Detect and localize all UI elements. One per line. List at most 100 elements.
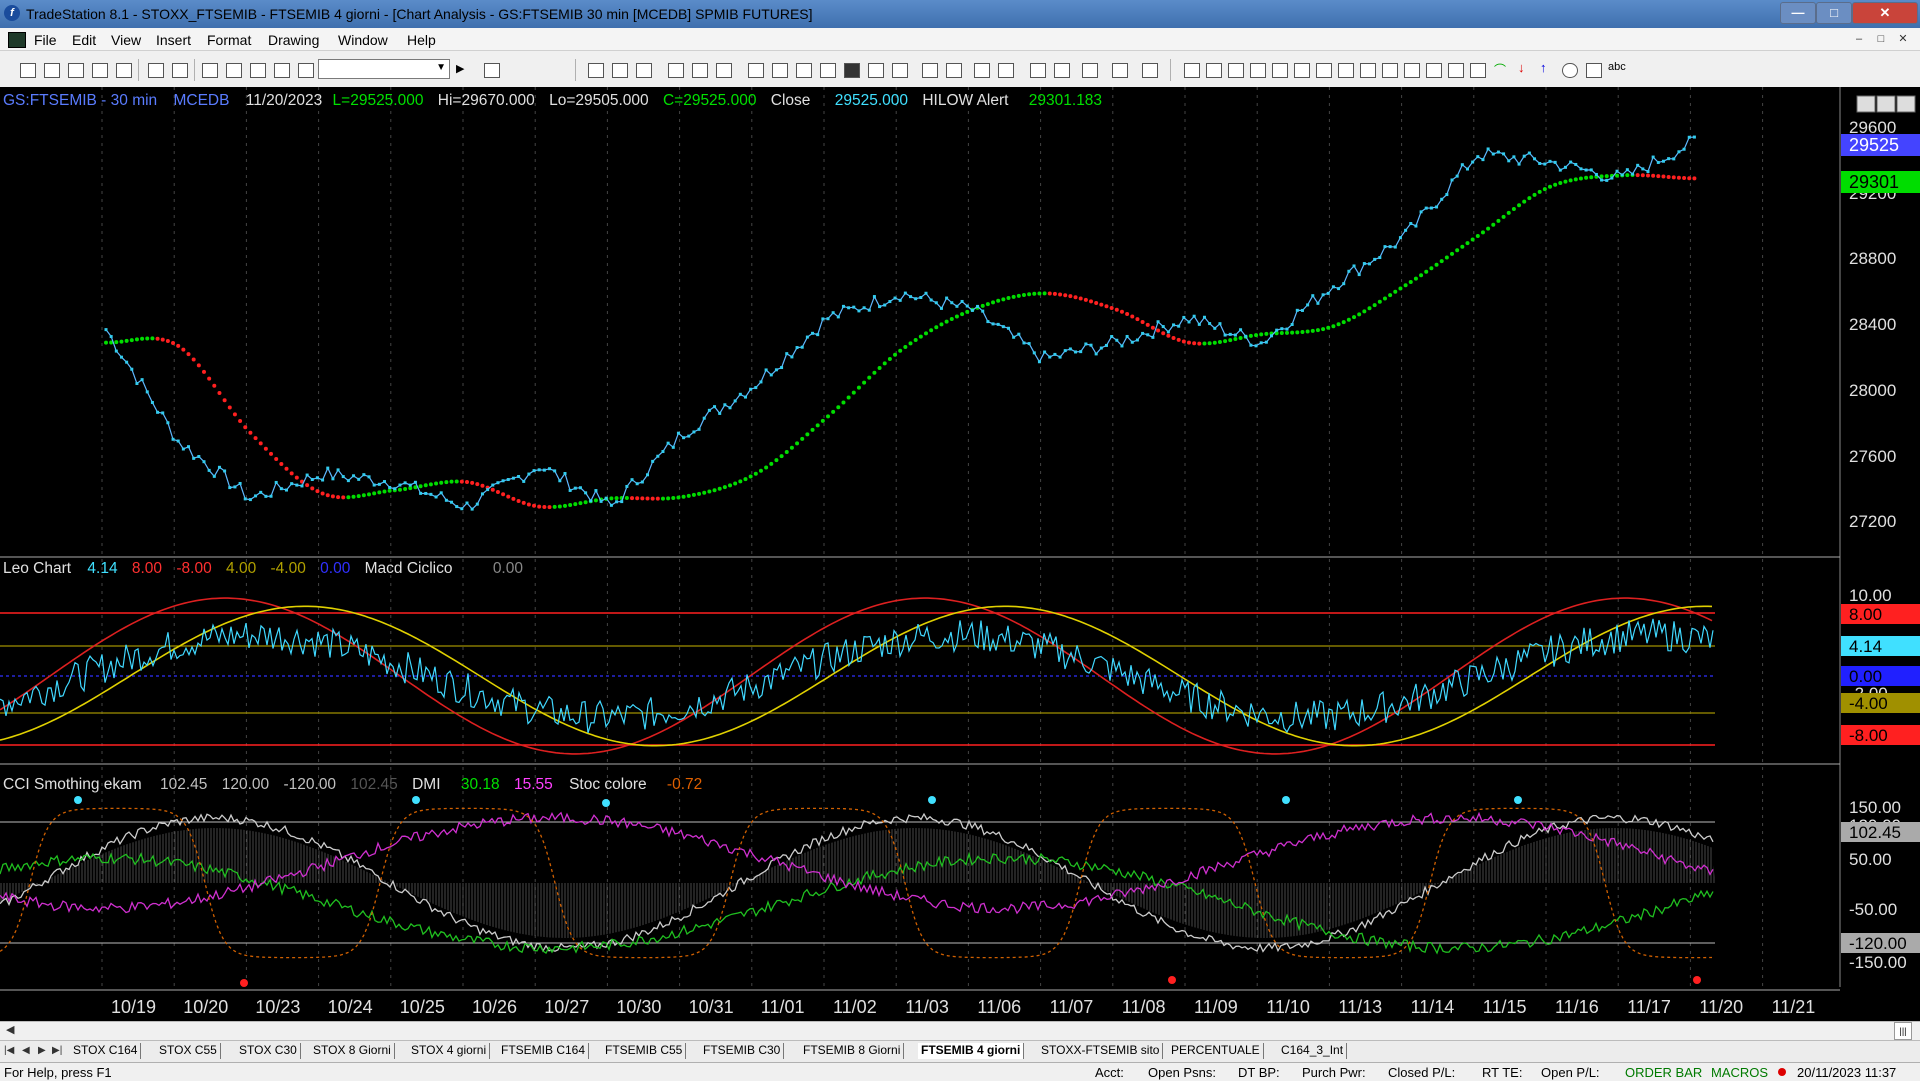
curve-icon[interactable]: ⌒ — [1494, 63, 1507, 77]
tab-ftsemib-4-giorni[interactable]: FTSEMIB 4 giorni — [918, 1043, 1025, 1059]
menu-edit[interactable]: Edit — [72, 32, 97, 48]
pane-close-button[interactable] — [1896, 95, 1916, 113]
minimize-button[interactable]: — — [1780, 2, 1816, 24]
tile-icon[interactable] — [226, 63, 242, 78]
fib-icon[interactable] — [1250, 63, 1266, 78]
matrix-icon[interactable] — [636, 63, 652, 78]
new-window-icon[interactable] — [92, 63, 108, 78]
menu-insert[interactable]: Insert — [156, 32, 192, 48]
pane-minimize-button[interactable] — [1856, 95, 1876, 113]
horizontal-scrollbar[interactable]: ◀ ||| — [0, 1021, 1920, 1040]
mdi-close-button[interactable]: ✕ — [1898, 33, 1908, 45]
tab-stox-8-giorni[interactable]: STOX 8 Giorni — [310, 1043, 395, 1059]
channel-icon[interactable] — [1404, 63, 1420, 78]
tools-icon[interactable] — [1082, 63, 1098, 78]
order-icon[interactable] — [1112, 63, 1128, 78]
print-preview-icon[interactable] — [148, 63, 164, 78]
scroll-right-icon[interactable]: ||| — [1894, 1022, 1912, 1040]
regression-icon[interactable] — [1426, 63, 1442, 78]
vertical-lines-icon[interactable] — [1206, 63, 1222, 78]
fib-time-icon[interactable] — [1316, 63, 1332, 78]
candle-icon[interactable] — [868, 63, 884, 78]
find-icon[interactable] — [484, 63, 500, 78]
format-icon[interactable] — [716, 63, 732, 78]
tab-percentuale[interactable]: PERCENTUALE — [1168, 1043, 1264, 1059]
radar-icon[interactable] — [612, 63, 628, 78]
paintbar-icon[interactable] — [820, 63, 836, 78]
down-arrow-icon[interactable]: ↓ — [1518, 60, 1525, 75]
mdi-minimize-button[interactable]: – — [1855, 33, 1863, 45]
open-workspace-icon[interactable] — [68, 63, 84, 78]
horizontal-lines-icon[interactable] — [1228, 63, 1244, 78]
menu-format[interactable]: Format — [207, 32, 252, 48]
tab-ftsemib-c164[interactable]: FTSEMIB C164 — [498, 1043, 590, 1059]
scroll-left-icon[interactable]: ◀ — [6, 1024, 15, 1036]
menu-file[interactable]: File — [34, 32, 57, 48]
menu-drawing[interactable]: Drawing — [268, 32, 320, 48]
print-icon[interactable] — [172, 63, 188, 78]
showme-icon[interactable] — [796, 63, 812, 78]
ellipse-icon[interactable] — [1562, 63, 1578, 78]
strategy-icon[interactable] — [748, 63, 764, 78]
menu-view[interactable]: View — [111, 32, 142, 48]
bar-chart-icon[interactable] — [844, 63, 860, 78]
drawing-object-icon[interactable] — [274, 63, 290, 78]
pane-restore-button[interactable] — [1876, 95, 1896, 113]
new-icon[interactable] — [20, 63, 36, 78]
line-chart-icon[interactable] — [892, 63, 908, 78]
tab-ftsemib-c30[interactable]: FTSEMIB C30 — [700, 1043, 785, 1059]
mdi-restore-button[interactable]: □ — [1877, 33, 1885, 45]
lock-icon[interactable] — [250, 63, 266, 78]
tab-ftsemib-8-giorni[interactable]: FTSEMIB 8 Giorni — [800, 1043, 905, 1059]
symbol-combo[interactable]: ▼ — [318, 59, 450, 79]
chart-window-icon[interactable] — [8, 32, 26, 48]
refresh-icon[interactable] — [692, 63, 708, 78]
tab-stox-c30[interactable]: STOX C30 — [236, 1043, 301, 1059]
maximize-button[interactable]: □ — [1816, 2, 1852, 24]
pointer-icon[interactable] — [1030, 63, 1046, 78]
trendline-icon[interactable] — [1184, 63, 1200, 78]
zoom-in-icon[interactable] — [974, 63, 990, 78]
save-icon[interactable] — [116, 63, 132, 78]
tab-stox-4-giorni[interactable]: STOX 4 giorni — [408, 1043, 491, 1059]
pencil-icon[interactable] — [1470, 63, 1486, 78]
indicator-icon[interactable] — [772, 63, 788, 78]
tab-last-icon[interactable]: ▶| — [52, 1045, 63, 1056]
time-zones-icon[interactable] — [1382, 63, 1398, 78]
close-button[interactable]: ✕ — [1852, 2, 1918, 24]
globe-icon[interactable] — [298, 63, 314, 78]
gann-fan-icon[interactable] — [1272, 63, 1288, 78]
menu-help[interactable]: Help — [407, 32, 436, 48]
insert-analysis-icon[interactable] — [668, 63, 684, 78]
expand-icon[interactable] — [922, 63, 938, 78]
compress-icon[interactable] — [946, 63, 962, 78]
close-price-marker — [1135, 338, 1139, 342]
tab-c164-3-int[interactable]: C164_3_Int — [1278, 1043, 1348, 1059]
close-price-marker — [1275, 328, 1279, 332]
tab-next-icon[interactable]: ▶ — [38, 1045, 46, 1056]
up-arrow-icon[interactable]: ↑ — [1540, 60, 1547, 75]
arrow-both-icon[interactable] — [1360, 63, 1376, 78]
speedline-icon[interactable] — [1294, 63, 1310, 78]
status-order-bar[interactable]: ORDER BAR — [1625, 1065, 1703, 1080]
tab-stox-c55[interactable]: STOX C55 — [156, 1043, 221, 1059]
tab-stox-c164[interactable]: STOX C164 — [70, 1043, 142, 1059]
angle-icon[interactable] — [1338, 63, 1354, 78]
tab-first-icon[interactable]: |◀ — [4, 1045, 15, 1056]
alert-dot — [511, 496, 516, 501]
chart-style-icon[interactable] — [588, 63, 604, 78]
chart-canvas[interactable]: GS:FTSEMIB - 30 min MCEDB 11/20/2023 L=2… — [0, 87, 1920, 1021]
text-tool-icon[interactable]: abc — [1608, 61, 1626, 73]
zoom-out-icon[interactable] — [998, 63, 1014, 78]
play-icon[interactable]: ▶ — [456, 63, 465, 75]
tab-ftsemib-c55[interactable]: FTSEMIB C55 — [602, 1043, 687, 1059]
crosshair-icon[interactable] — [1054, 63, 1070, 78]
arc-icon[interactable] — [1448, 63, 1464, 78]
status-macros[interactable]: MACROS — [1711, 1065, 1769, 1080]
cascade-icon[interactable] — [202, 63, 218, 78]
tab-stoxx-ftsemib-sito[interactable]: STOXX-FTSEMIB sito — [1038, 1043, 1164, 1059]
tab-prev-icon[interactable]: ◀ — [22, 1045, 30, 1056]
rectangle-icon[interactable] — [1586, 63, 1602, 78]
menu-window[interactable]: Window — [338, 32, 388, 48]
open-icon[interactable] — [44, 63, 60, 78]
